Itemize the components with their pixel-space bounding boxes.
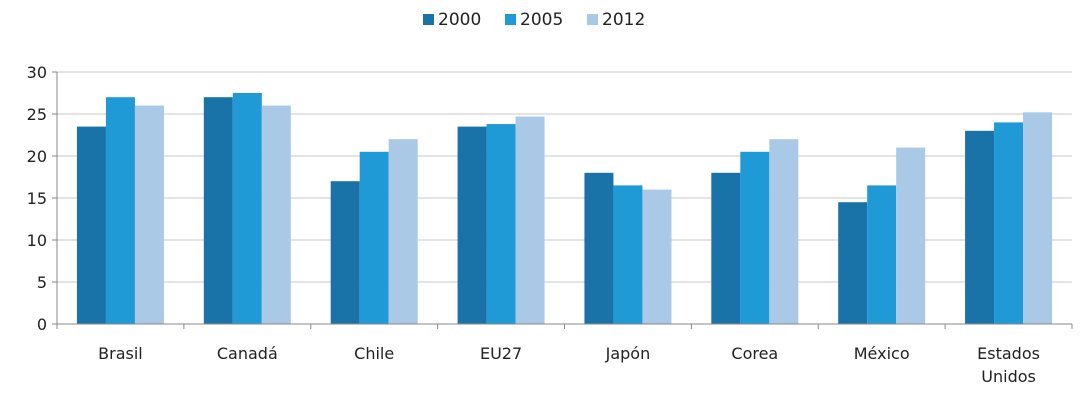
bar-2005-japón — [613, 185, 643, 324]
x-tick-label: Corea — [731, 344, 778, 363]
x-tick-label: Chile — [354, 344, 394, 363]
bar-2012-canadá — [261, 105, 291, 324]
bar-2005-canadá — [232, 93, 262, 324]
bar-2012-corea — [769, 139, 799, 324]
y-tick-label: 25 — [27, 105, 47, 124]
legend-swatch-2005 — [505, 14, 516, 25]
y-axis-ticks: 0 5 10 15 20 25 30 — [27, 63, 47, 334]
bar-2005-méxico — [867, 185, 897, 324]
y-tick-label: 10 — [27, 231, 47, 250]
x-tick-label: EU27 — [480, 344, 522, 363]
bars — [76, 93, 1053, 325]
y-tick-label: 30 — [27, 63, 47, 82]
bar-2012-chile — [388, 139, 418, 324]
bar-2005-eu27 — [486, 124, 516, 324]
bar-2012-eu27 — [515, 116, 545, 325]
y-tick-label: 15 — [27, 189, 47, 208]
y-tick-label: 0 — [37, 315, 47, 334]
bar-2000-brasil — [76, 126, 106, 324]
legend-label-2005: 2005 — [520, 10, 563, 30]
bar-2000-chile — [330, 181, 360, 324]
bar-2005-estados-unidos — [994, 122, 1024, 325]
x-axis-labels: Brasil Canadá Chile EU27 Japón Corea México Est… — [98, 344, 1040, 386]
legend-swatch-2000 — [423, 14, 434, 25]
bar-2000-corea — [711, 172, 741, 324]
bar-2000-japón — [584, 172, 614, 324]
bar-2012-estados-unidos — [1023, 112, 1053, 324]
x-tick-label: Japón — [605, 344, 651, 363]
bar-2012-méxico — [896, 147, 926, 324]
x-tick-label: México — [854, 344, 910, 363]
y-tick-label: 5 — [37, 273, 47, 292]
legend-swatch-2012 — [587, 14, 598, 25]
x-tick-label: Brasil — [98, 344, 143, 363]
bar-2012-brasil — [134, 105, 164, 324]
bar-2005-corea — [740, 151, 770, 324]
legend-label-2012: 2012 — [602, 10, 645, 30]
bar-2005-chile — [359, 151, 389, 324]
y-tick-label: 20 — [27, 147, 47, 166]
legend: 2000 2005 2012 — [423, 10, 645, 30]
axes — [52, 71, 1073, 329]
bar-2012-japón — [642, 189, 672, 324]
bar-2000-estados-unidos — [965, 130, 995, 324]
x-tick-label: Canadá — [217, 344, 278, 363]
bar-2000-méxico — [838, 202, 868, 324]
x-tick-label: Estados Unidos — [977, 344, 1040, 386]
bar-2000-eu27 — [457, 126, 487, 324]
bar-2000-canadá — [203, 97, 233, 324]
legend-label-2000: 2000 — [438, 10, 481, 30]
bar-2005-brasil — [105, 97, 135, 324]
